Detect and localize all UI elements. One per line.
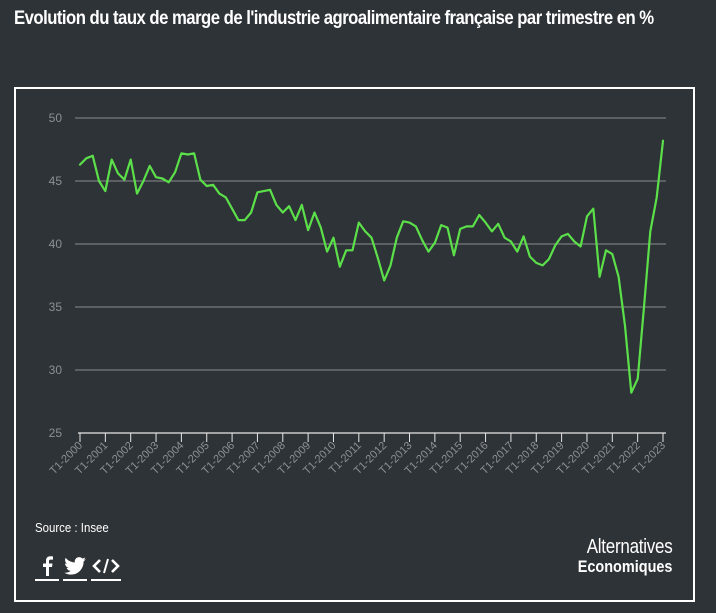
- gridlines: [75, 117, 666, 371]
- facebook-share-button[interactable]: [35, 553, 59, 581]
- brand-line1: Alternatives: [586, 536, 672, 558]
- x-axis: T1-2000T1-2001T1-2002T1-2003T1-2004T1-20…: [48, 432, 668, 477]
- y-tick-label: 30: [49, 363, 63, 377]
- facebook-icon: [43, 556, 53, 576]
- y-tick-label: 40: [49, 237, 63, 251]
- y-tick-label: 50: [49, 111, 63, 125]
- chart-title: Evolution du taux de marge de l'industri…: [14, 8, 654, 29]
- embed-code-button[interactable]: [91, 553, 121, 581]
- twitter-icon: [64, 557, 86, 575]
- y-tick-label: 35: [49, 300, 63, 314]
- y-axis-labels: 25 30 35 40 45 50: [49, 111, 63, 440]
- source-note: Source : Insee: [35, 520, 109, 535]
- embed-code-icon: [92, 558, 120, 574]
- brand-line2: Economiques: [577, 557, 672, 576]
- y-tick-label: 25: [49, 426, 63, 440]
- y-tick-label: 45: [49, 174, 63, 188]
- brand-logo: Alternatives Economiques: [561, 536, 672, 576]
- share-buttons: [35, 553, 121, 581]
- twitter-share-button[interactable]: [63, 553, 87, 581]
- chart-frame: [14, 87, 695, 602]
- data-line: [78, 139, 665, 394]
